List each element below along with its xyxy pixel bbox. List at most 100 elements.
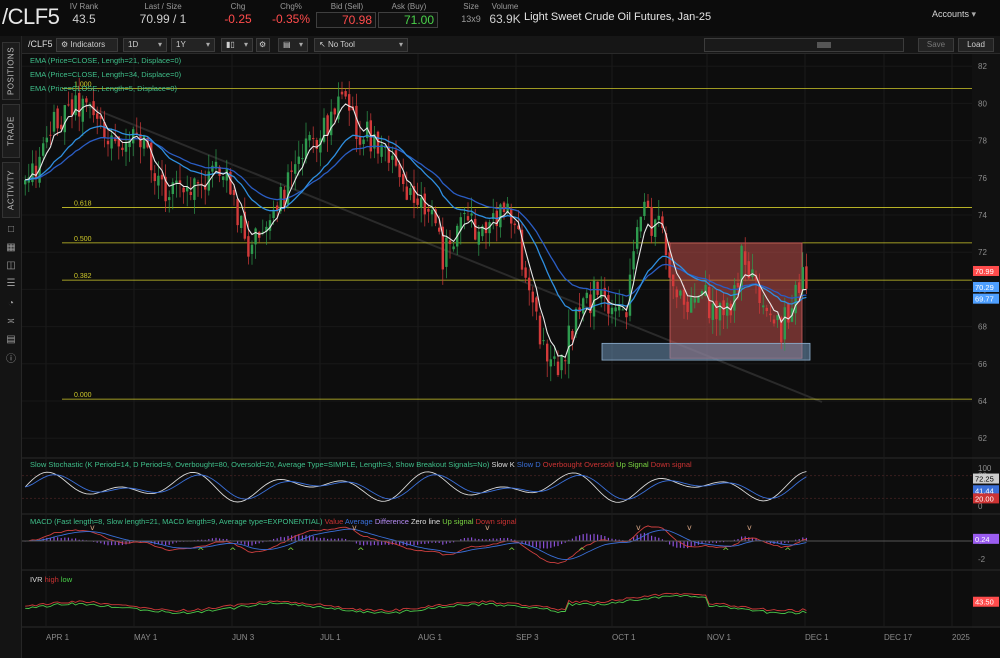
- list-icon[interactable]: ☰: [6, 278, 16, 289]
- candle-body: [394, 150, 398, 166]
- candle-body: [294, 164, 297, 174]
- macd-histogram-bar: [708, 541, 710, 544]
- candle-body: [513, 223, 516, 226]
- candle-body: [52, 111, 56, 132]
- candle-body: [236, 198, 239, 226]
- accounts-menu[interactable]: Accounts: [932, 9, 976, 20]
- candle-body: [524, 267, 527, 278]
- macd-down-signal: v: [687, 523, 692, 532]
- settings-gear-icon[interactable]: ⚙: [256, 38, 270, 52]
- candle-body: [801, 267, 804, 290]
- zoom-scrollbar[interactable]: [704, 38, 904, 52]
- load-button[interactable]: Load: [958, 38, 994, 52]
- document-icon[interactable]: □: [7, 224, 15, 235]
- candle-body: [614, 307, 617, 312]
- tab-positions[interactable]: POSITIONS: [2, 42, 20, 100]
- macd-histogram-bar: [507, 537, 509, 541]
- macd-histogram-bar: [373, 541, 375, 545]
- candle-body: [355, 105, 358, 140]
- fib-level-label: 0.382: [74, 273, 92, 280]
- candle-body: [592, 280, 596, 317]
- chart-icon[interactable]: ≍: [6, 316, 16, 327]
- price-tick-label: 68: [978, 323, 987, 332]
- price-chart[interactable]: APR 1 MAY 1 JUN 3 JUL 1 AUG 1 SEP 3 OCT 1 NOV 1…: [22, 54, 1000, 658]
- candle-body: [301, 158, 304, 160]
- macd-histogram-bar: [427, 541, 429, 544]
- macd-histogram-bar: [78, 539, 80, 541]
- macd-histogram-bar: [384, 541, 386, 545]
- fib-level-label: 0.500: [74, 236, 92, 243]
- macd-histogram-bar: [561, 541, 563, 545]
- macd-histogram-bar: [49, 537, 51, 541]
- ivr-legend[interactable]: IVR high low: [30, 575, 73, 584]
- candle-body: [693, 298, 696, 303]
- macd-histogram-bar: [474, 538, 476, 541]
- macd-histogram-bar: [611, 538, 613, 541]
- folder-icon[interactable]: ◫: [6, 260, 16, 271]
- tab-activity[interactable]: ACTIVITY: [2, 162, 20, 218]
- price-axis: [972, 54, 1000, 628]
- candle-body: [168, 197, 171, 201]
- stochastic-legend[interactable]: Slow Stochastic (K Period=14, D Period=9…: [30, 460, 692, 469]
- candle-body: [610, 307, 614, 315]
- save-button[interactable]: Save: [918, 38, 954, 52]
- price-tick-label: 78: [978, 137, 987, 146]
- candle-body: [78, 92, 81, 117]
- drawing-set-select[interactable]: ▤: [278, 38, 308, 52]
- macd-histogram-bar: [719, 541, 721, 543]
- macd-histogram-bar: [165, 541, 167, 545]
- macd-histogram-bar: [222, 538, 224, 541]
- macd-histogram-bar: [787, 541, 789, 543]
- dashboard-icon[interactable]: ◔: [7, 298, 15, 309]
- candle-body: [531, 291, 534, 303]
- date-label: JUN 3: [232, 633, 255, 642]
- candle-body: [290, 170, 293, 172]
- date-label: DEC 1: [805, 633, 829, 642]
- chart-toolbar: /CLF5 ⚙ Indicators 1D 1Y ▮▯ ⚙ ▤ ↖ No Too…: [22, 36, 1000, 54]
- interval-select[interactable]: 1D: [123, 38, 167, 52]
- candle-body: [700, 291, 704, 296]
- macd-histogram-bar: [532, 541, 534, 547]
- study-ema34[interactable]: EMA (Price=CLOSE, Length=34, Displace=0): [30, 70, 182, 79]
- macd-histogram-bar: [154, 541, 156, 545]
- candle-body: [139, 134, 142, 148]
- ema5-line: [25, 103, 807, 359]
- study-ema5[interactable]: EMA (Price=CLOSE, Length=5, Displace=0): [30, 84, 177, 93]
- range-select[interactable]: 1Y: [171, 38, 215, 52]
- macd-histogram-bar: [784, 541, 786, 543]
- macd-histogram-bar: [798, 539, 800, 541]
- candle-body: [578, 307, 581, 313]
- candle-body: [337, 96, 340, 120]
- candle-body: [639, 216, 642, 232]
- study-ema21[interactable]: EMA (Price=CLOSE, Length=21, Displace=0): [30, 56, 182, 65]
- macd-histogram-bar: [67, 537, 69, 541]
- candle-body: [459, 217, 462, 231]
- ask-buy[interactable]: Ask (Buy) 71.00: [378, 2, 440, 28]
- stoch-tag: [973, 485, 999, 496]
- macd-up-signal: ^: [784, 547, 792, 557]
- macd-histogram-bar: [96, 541, 98, 543]
- candle-body: [430, 209, 434, 215]
- toolbar-symbol[interactable]: /CLF5: [28, 39, 53, 49]
- candle-body: [258, 231, 261, 238]
- indicators-button[interactable]: ⚙ Indicators: [56, 38, 118, 52]
- macd-histogram-bar: [161, 541, 163, 545]
- symbol-title[interactable]: /CLF5: [2, 4, 60, 29]
- monitor-icon[interactable]: ▤: [6, 334, 16, 345]
- tool-select[interactable]: ↖ No Tool: [314, 38, 408, 52]
- tab-trade[interactable]: TRADE: [2, 104, 20, 158]
- macd-histogram-bar: [568, 539, 570, 541]
- candle-body: [722, 300, 725, 316]
- macd-histogram-bar: [712, 541, 714, 543]
- candle-body: [81, 98, 84, 122]
- candle-body: [538, 315, 542, 345]
- bid-sell[interactable]: Bid (Sell) 70.98: [316, 2, 378, 28]
- macd-histogram-bar: [679, 541, 681, 548]
- help-icon[interactable]: ⓘ: [6, 354, 16, 365]
- grid-icon[interactable]: ▦: [6, 242, 16, 253]
- chart-style-select[interactable]: ▮▯: [221, 38, 253, 52]
- candle-body: [70, 99, 74, 116]
- macd-legend[interactable]: MACD (Fast length=8, Slow length=21, MAC…: [30, 517, 517, 526]
- date-label: APR 1: [46, 633, 70, 642]
- chart-area[interactable]: APR 1 MAY 1 JUN 3 JUL 1 AUG 1 SEP 3 OCT 1 NOV 1…: [22, 54, 1000, 658]
